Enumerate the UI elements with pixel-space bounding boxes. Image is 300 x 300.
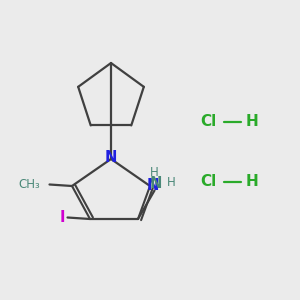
Text: Cl: Cl: [200, 114, 217, 129]
Text: N: N: [105, 150, 117, 165]
Text: H: H: [150, 166, 159, 179]
Text: CH₃: CH₃: [19, 178, 40, 191]
Text: Cl: Cl: [200, 174, 217, 189]
Text: I: I: [59, 210, 65, 225]
Text: N: N: [147, 178, 159, 194]
Text: H: H: [167, 176, 176, 190]
Text: N: N: [150, 176, 162, 190]
Text: H: H: [246, 114, 258, 129]
Text: H: H: [246, 174, 258, 189]
